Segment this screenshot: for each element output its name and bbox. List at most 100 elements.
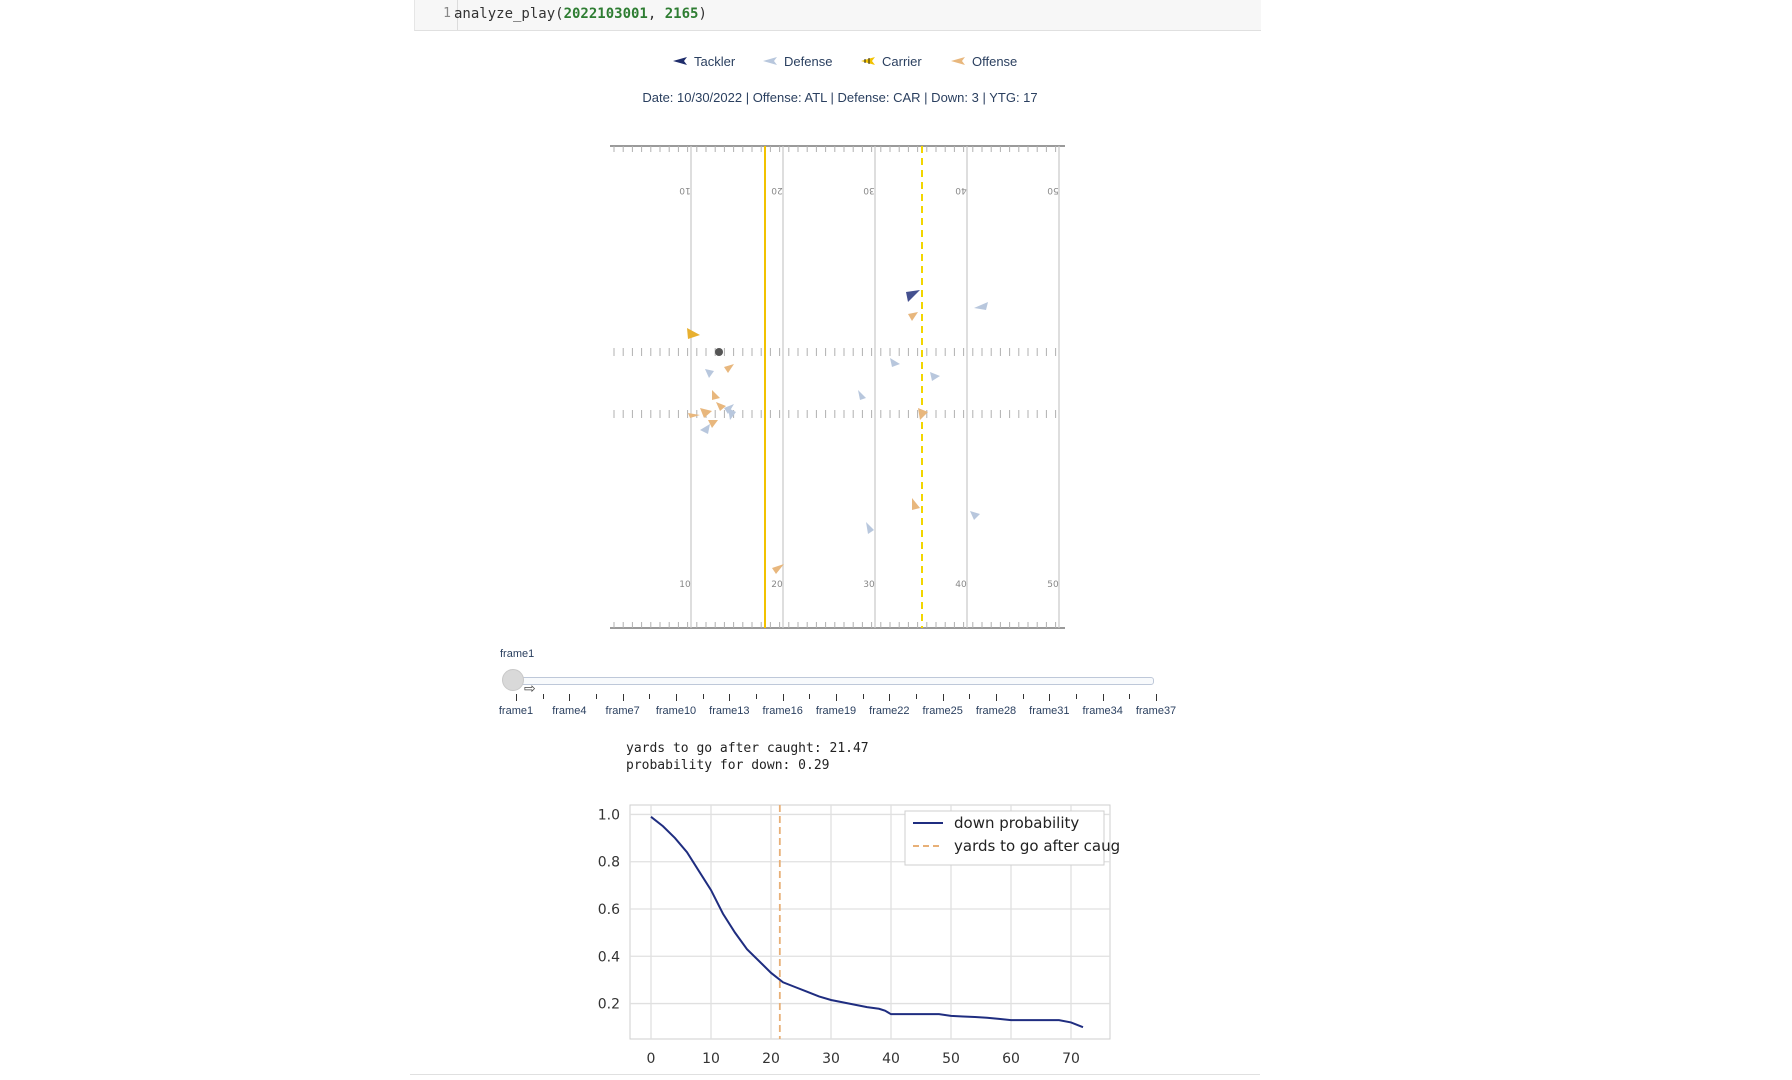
player-defense[interactable]: [970, 511, 980, 520]
slider-minor-tick: [1076, 694, 1077, 699]
slider-tick: [676, 694, 677, 701]
player-offense[interactable]: [716, 402, 726, 411]
play-info-title: Date: 10/30/2022 | Offense: ATL | Defens…: [642, 90, 1038, 105]
x-tick-label: 40: [882, 1051, 900, 1067]
slider-tick-label[interactable]: frame13: [709, 705, 750, 717]
player-tackler[interactable]: [906, 290, 920, 302]
legend-label: Defense: [784, 53, 833, 69]
player-offense[interactable]: [772, 564, 784, 574]
slider-tick: [782, 694, 784, 701]
slider-tick: [942, 694, 944, 701]
x-tick-label: 0: [647, 1051, 656, 1067]
chart-legend: down probability yards to go after caugh…: [904, 810, 1120, 866]
slider-minor-tick: [756, 694, 757, 699]
player-defense[interactable]: [728, 408, 736, 420]
player-offense[interactable]: [688, 413, 700, 418]
slider-tick: [729, 694, 731, 701]
yard-number-bottom-40: 40: [955, 580, 967, 590]
slider-tick-label[interactable]: frame25: [922, 705, 963, 717]
slider-tick-label[interactable]: frame4: [552, 705, 587, 717]
player-offense[interactable]: [724, 364, 734, 373]
slider-minor-tick: [969, 694, 971, 699]
code-function: analyze_play(: [454, 6, 564, 22]
carrier-marker-icon: [861, 57, 875, 65]
legend-box: [904, 810, 1105, 866]
player-defense[interactable]: [974, 302, 988, 310]
player-offense[interactable]: [918, 408, 928, 420]
text-output: yards to go after caught: 21.47 probabili…: [626, 740, 869, 774]
yard-number-top-30: 30: [863, 185, 875, 195]
output-line-probability: probability for down: 0.29: [626, 758, 830, 773]
frame-slider-handle[interactable]: [502, 669, 524, 691]
code-cell[interactable]: 1 analyze_play(2022103001, 2165): [414, 0, 1261, 31]
slider-minor-tick: [862, 694, 864, 699]
legend-item-carrier[interactable]: Carrier: [860, 52, 922, 70]
player-offense[interactable]: [700, 408, 712, 418]
slider-minor-tick: [596, 694, 597, 699]
player-offense[interactable]: [912, 498, 920, 510]
legend-label: Carrier: [882, 53, 922, 69]
slider-tick-label[interactable]: frame16: [762, 705, 803, 717]
player-defense[interactable]: [890, 358, 900, 367]
slider-minor-tick: [809, 694, 811, 699]
player-defense[interactable]: [866, 522, 874, 534]
player-defense[interactable]: [700, 424, 710, 434]
slider-minor-tick: [702, 694, 704, 699]
player-carrier[interactable]: [687, 328, 700, 339]
slider-tick: [1049, 694, 1051, 701]
player-offense[interactable]: [712, 390, 720, 400]
slider-tick-label[interactable]: frame28: [975, 705, 1017, 717]
y-tick-label: 0.8: [598, 855, 620, 871]
slider-tick: [836, 694, 837, 701]
player-offense[interactable]: [908, 312, 918, 321]
frame-slider-track[interactable]: [506, 677, 1154, 685]
code-separator: ,: [647, 6, 665, 22]
probability-chart: 0.2 0.4 0.6 0.8 1.0 0 10 20 30 40 50 60 70 down pro…: [598, 804, 1120, 1067]
tackler-marker-icon: [673, 57, 687, 65]
slider-tick-label[interactable]: frame1: [498, 705, 534, 717]
y-tick-label: 1.0: [598, 807, 620, 823]
slider-tick-label[interactable]: frame7: [605, 705, 640, 717]
yard-number-bottom-50: 50: [1047, 580, 1059, 590]
legend-item-offense[interactable]: Offense: [950, 52, 1017, 70]
cursor-icon: ⇨: [524, 680, 536, 696]
slider-tick-label[interactable]: frame22: [869, 705, 910, 717]
legend-label-yards-to-go: yards to go after caught: [954, 837, 1120, 855]
x-tick-label: 70: [1062, 1051, 1080, 1067]
yard-number-bottom-30: 30: [863, 580, 875, 590]
player-defense[interactable]: [705, 369, 714, 378]
output-line-yards: yards to go after caught: 21.47: [626, 741, 869, 756]
offense-marker-icon: [951, 57, 965, 65]
x-tick-label: 50: [942, 1051, 960, 1067]
slider-tick-label[interactable]: frame37: [1135, 705, 1177, 717]
code-line[interactable]: analyze_play(2022103001, 2165): [454, 0, 707, 30]
yard-number-top-40: 40: [955, 185, 967, 195]
slider-tick-label[interactable]: frame10: [655, 705, 697, 717]
down-probability-line: [650, 816, 1084, 1029]
legend-label: Offense: [972, 53, 1018, 69]
slider-minor-tick: [1129, 694, 1131, 699]
football-icon: [715, 348, 723, 356]
player-offense[interactable]: [708, 420, 718, 428]
yard-number-top-10: 10: [679, 185, 691, 195]
legend-item-defense[interactable]: Defense: [762, 52, 832, 70]
players: [687, 290, 988, 574]
slider-tick-label[interactable]: frame34: [1082, 705, 1123, 717]
code-arg-game-id: 2022103001: [563, 6, 648, 22]
slider-tick: [622, 694, 624, 701]
slider-tick-label[interactable]: frame31: [1029, 705, 1070, 717]
football-field[interactable]: 10 20 30 40 50 10 20 30 40 50: [600, 138, 1080, 638]
slider-tick: [1102, 694, 1104, 701]
defense-marker-icon: [763, 57, 777, 65]
slider-minor-tick: [542, 694, 544, 699]
slider-tick-label[interactable]: frame19: [815, 705, 857, 717]
slider-minor-tick: [1022, 694, 1024, 699]
x-tick-label: 30: [822, 1051, 840, 1067]
x-tick-label: 10: [702, 1051, 720, 1067]
player-defense[interactable]: [858, 390, 866, 400]
y-tick-label: 0.6: [598, 902, 620, 918]
yard-number-bottom-20: 20: [771, 580, 783, 590]
legend-item-tackler[interactable]: Tackler: [672, 52, 735, 70]
player-defense[interactable]: [930, 372, 940, 381]
slider-tick: [889, 694, 891, 701]
